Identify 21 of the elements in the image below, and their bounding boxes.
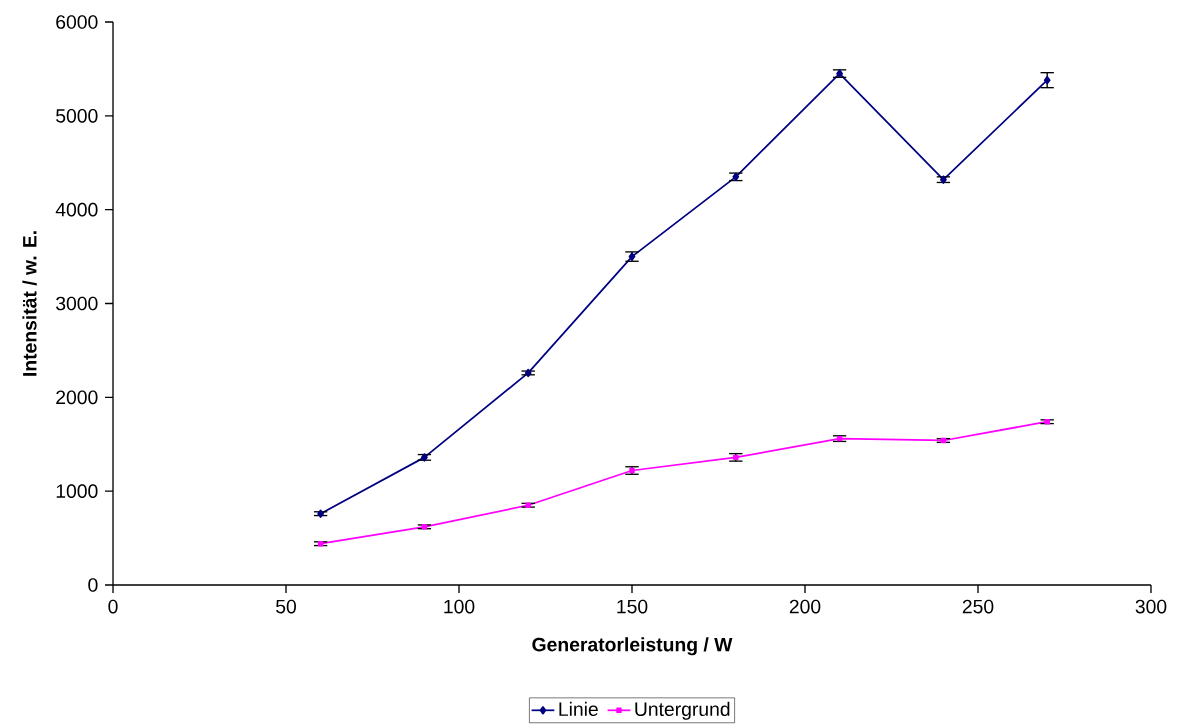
x-tick-label: 150 — [617, 599, 648, 614]
y-tick-label: 1000 — [56, 484, 98, 498]
x-axis-title: Generatorleistung / W — [532, 637, 733, 656]
point — [732, 172, 740, 182]
x-tick-label: 50 — [276, 599, 296, 614]
legend-label: Linie — [559, 701, 598, 717]
x-tick-label: 250 — [962, 599, 994, 614]
x-tick-label: 100 — [444, 599, 475, 614]
point — [524, 368, 532, 378]
y-tick-label: 2000 — [56, 390, 98, 405]
x-tick-label: 300 — [1135, 599, 1167, 614]
y-tick-label: 6000 — [56, 15, 98, 29]
y-tick-label: 5000 — [56, 108, 98, 123]
y-tick-label: 4000 — [55, 202, 98, 217]
y-axis-title: Intensität / w. E. — [22, 231, 37, 376]
x-tick-label: 200 — [789, 599, 821, 614]
y-tick-label: 3000 — [56, 296, 98, 311]
point — [1043, 75, 1051, 85]
y-tick-label: 0 — [88, 578, 98, 592]
legend-label: Untergrund — [635, 701, 730, 720]
x-tick-label: 0 — [108, 599, 118, 614]
